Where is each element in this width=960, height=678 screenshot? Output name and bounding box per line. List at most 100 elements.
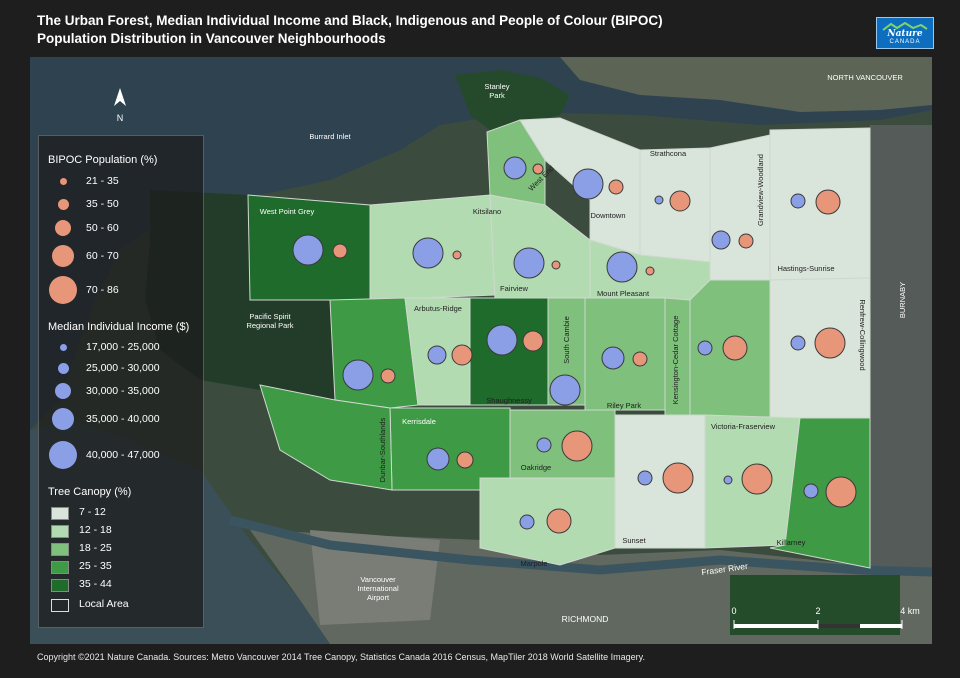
legend-canopy-label: 25 - 35 — [79, 560, 112, 572]
bipoc-symbol-west-end — [532, 163, 544, 175]
scale-label-4: 4 km — [900, 606, 920, 616]
area-riley-park[interactable] — [584, 297, 666, 411]
bipoc-symbol-oakridge — [561, 430, 593, 462]
legend-canopy-swatch — [51, 525, 69, 538]
legend-bipoc-symbol — [60, 178, 67, 185]
legend-bipoc-label: 21 - 35 — [86, 175, 119, 187]
label-south-cambie: South Cambie — [562, 316, 571, 364]
legend-income-row: 40,000 - 47,000 — [39, 441, 203, 469]
area-southlands[interactable] — [259, 384, 393, 491]
bipoc-symbol-dunbar — [380, 368, 396, 384]
legend-canopy-title: Tree Canopy (%) — [48, 486, 132, 498]
bipoc-symbol-kitsilano — [452, 250, 462, 260]
income-symbol-grandview — [711, 230, 731, 250]
legend-canopy-swatch — [51, 579, 69, 592]
burrard-inlet-water — [30, 57, 932, 430]
bipoc-symbol-west-point-grey — [332, 243, 348, 259]
legend-income-row: 17,000 - 25,000 — [39, 337, 203, 361]
area-killarney[interactable] — [769, 417, 871, 569]
logo-text-nature: Nature — [887, 29, 923, 39]
logo-text-canada: CANADA — [889, 39, 921, 45]
legend-canopy-label: 18 - 25 — [79, 542, 112, 554]
bipoc-symbol-kerrisdale — [456, 451, 474, 469]
legend-income-symbol — [52, 408, 74, 430]
legend-bipoc-symbol — [55, 220, 71, 236]
income-symbol-downtown — [572, 168, 604, 200]
title-line-2: Population Distribution in Vancouver Nei… — [37, 31, 386, 46]
stanley-park-land — [455, 70, 570, 130]
label-airport-2: International — [357, 584, 399, 593]
legend-bipoc-symbol — [58, 199, 69, 210]
label-pacific-spirit-2: Regional Park — [246, 321, 293, 330]
legend-bipoc-row: 70 - 86 — [39, 276, 203, 304]
income-symbol-sunset — [637, 470, 653, 486]
legend-bipoc-row: 60 - 70 — [39, 244, 203, 268]
label-fairview: Fairview — [500, 284, 529, 293]
bipoc-symbol-victoria — [741, 463, 773, 495]
legend-bipoc-symbol — [52, 245, 74, 267]
legend-canopy-swatch — [51, 561, 69, 574]
label-north-vancouver: NORTH VANCOUVER — [827, 73, 903, 82]
label-kitsilano: Kitsilano — [473, 207, 501, 216]
bipoc-symbol-renfrew — [814, 327, 846, 359]
area-dunbar[interactable] — [329, 297, 419, 409]
legend-canopy-row: 12 - 18 — [39, 520, 203, 544]
income-symbol-kerrisdale — [426, 447, 450, 471]
legend-bipoc-label: 70 - 86 — [86, 284, 119, 296]
label-burrard-inlet: Burrard Inlet — [309, 132, 351, 141]
legend-income-symbol — [60, 344, 67, 351]
legend-bipoc-symbol — [49, 276, 77, 304]
legend-income-label: 40,000 - 47,000 — [86, 449, 160, 461]
legend-income-row: 30,000 - 35,000 — [39, 380, 203, 404]
bipoc-symbol-marpole — [546, 508, 572, 534]
legend-canopy-row: 18 - 25 — [39, 538, 203, 562]
logo-wave-icon — [882, 22, 928, 31]
label-grandview: Grandview-Woodland — [756, 154, 765, 226]
legend-income-label: 17,000 - 25,000 — [86, 341, 160, 353]
bipoc-symbol-shaughnessy — [522, 330, 544, 352]
label-pacific-spirit-1: Pacific Spirit — [249, 312, 291, 321]
label-burnaby: BURNABY — [898, 282, 907, 318]
label-richmond: RICHMOND — [562, 614, 609, 624]
legend-bipoc-title: BIPOC Population (%) — [48, 154, 158, 166]
label-oakridge: Oakridge — [521, 463, 551, 472]
legend-bipoc-row: 50 - 60 — [39, 217, 203, 241]
label-kensington: Kensington-Cedar Cottage — [671, 316, 680, 405]
income-symbol-kensington — [697, 340, 713, 356]
legend-income-symbol — [49, 441, 77, 469]
income-symbol-marpole — [519, 514, 535, 530]
north-shore-land — [560, 57, 932, 112]
legend-local-area-row: Local Area — [39, 594, 203, 618]
scale-bar — [733, 620, 903, 629]
label-strathcona: Strathcona — [650, 149, 687, 158]
label-hastings-sunrise: Hastings-Sunrise — [777, 264, 834, 273]
legend-local-area-label: Local Area — [79, 598, 129, 610]
legend-canopy-label: 35 - 44 — [79, 578, 112, 590]
north-label: N — [117, 113, 124, 123]
label-riley-park: Riley Park — [607, 401, 641, 410]
map-legend: BIPOC Population (%) 21 - 35 35 - 50 50 … — [38, 135, 204, 628]
income-symbol-shaughnessy — [486, 324, 518, 356]
legend-income-symbol — [58, 363, 69, 374]
bipoc-symbol-riley-park — [632, 351, 648, 367]
legend-bipoc-label: 50 - 60 — [86, 222, 119, 234]
bipoc-symbol-kensington — [722, 335, 748, 361]
fraser-river — [228, 515, 932, 577]
income-symbol-mount-pleasant — [606, 251, 638, 283]
nature-canada-logo: Nature CANADA — [876, 17, 934, 49]
label-airport-1: Vancouver — [360, 575, 396, 584]
legend-bipoc-label: 35 - 50 — [86, 198, 119, 210]
income-symbol-dunbar — [342, 359, 374, 391]
legend-bipoc-label: 60 - 70 — [86, 250, 119, 262]
legend-canopy-swatch — [51, 507, 69, 520]
legend-canopy-row: 25 - 35 — [39, 556, 203, 580]
income-symbol-fairview — [513, 247, 545, 279]
label-dunbar: Dunbar-Southlands — [378, 417, 387, 482]
label-killarney: Killarney — [777, 538, 806, 547]
label-park: Park — [489, 91, 505, 100]
bipoc-symbol-mount-pleasant — [645, 266, 655, 276]
north-arrow-icon — [114, 88, 126, 106]
bipoc-symbol-sunset — [662, 462, 694, 494]
label-marpole: Marpole — [520, 559, 547, 568]
title-line-1: The Urban Forest, Median Individual Inco… — [37, 13, 663, 28]
